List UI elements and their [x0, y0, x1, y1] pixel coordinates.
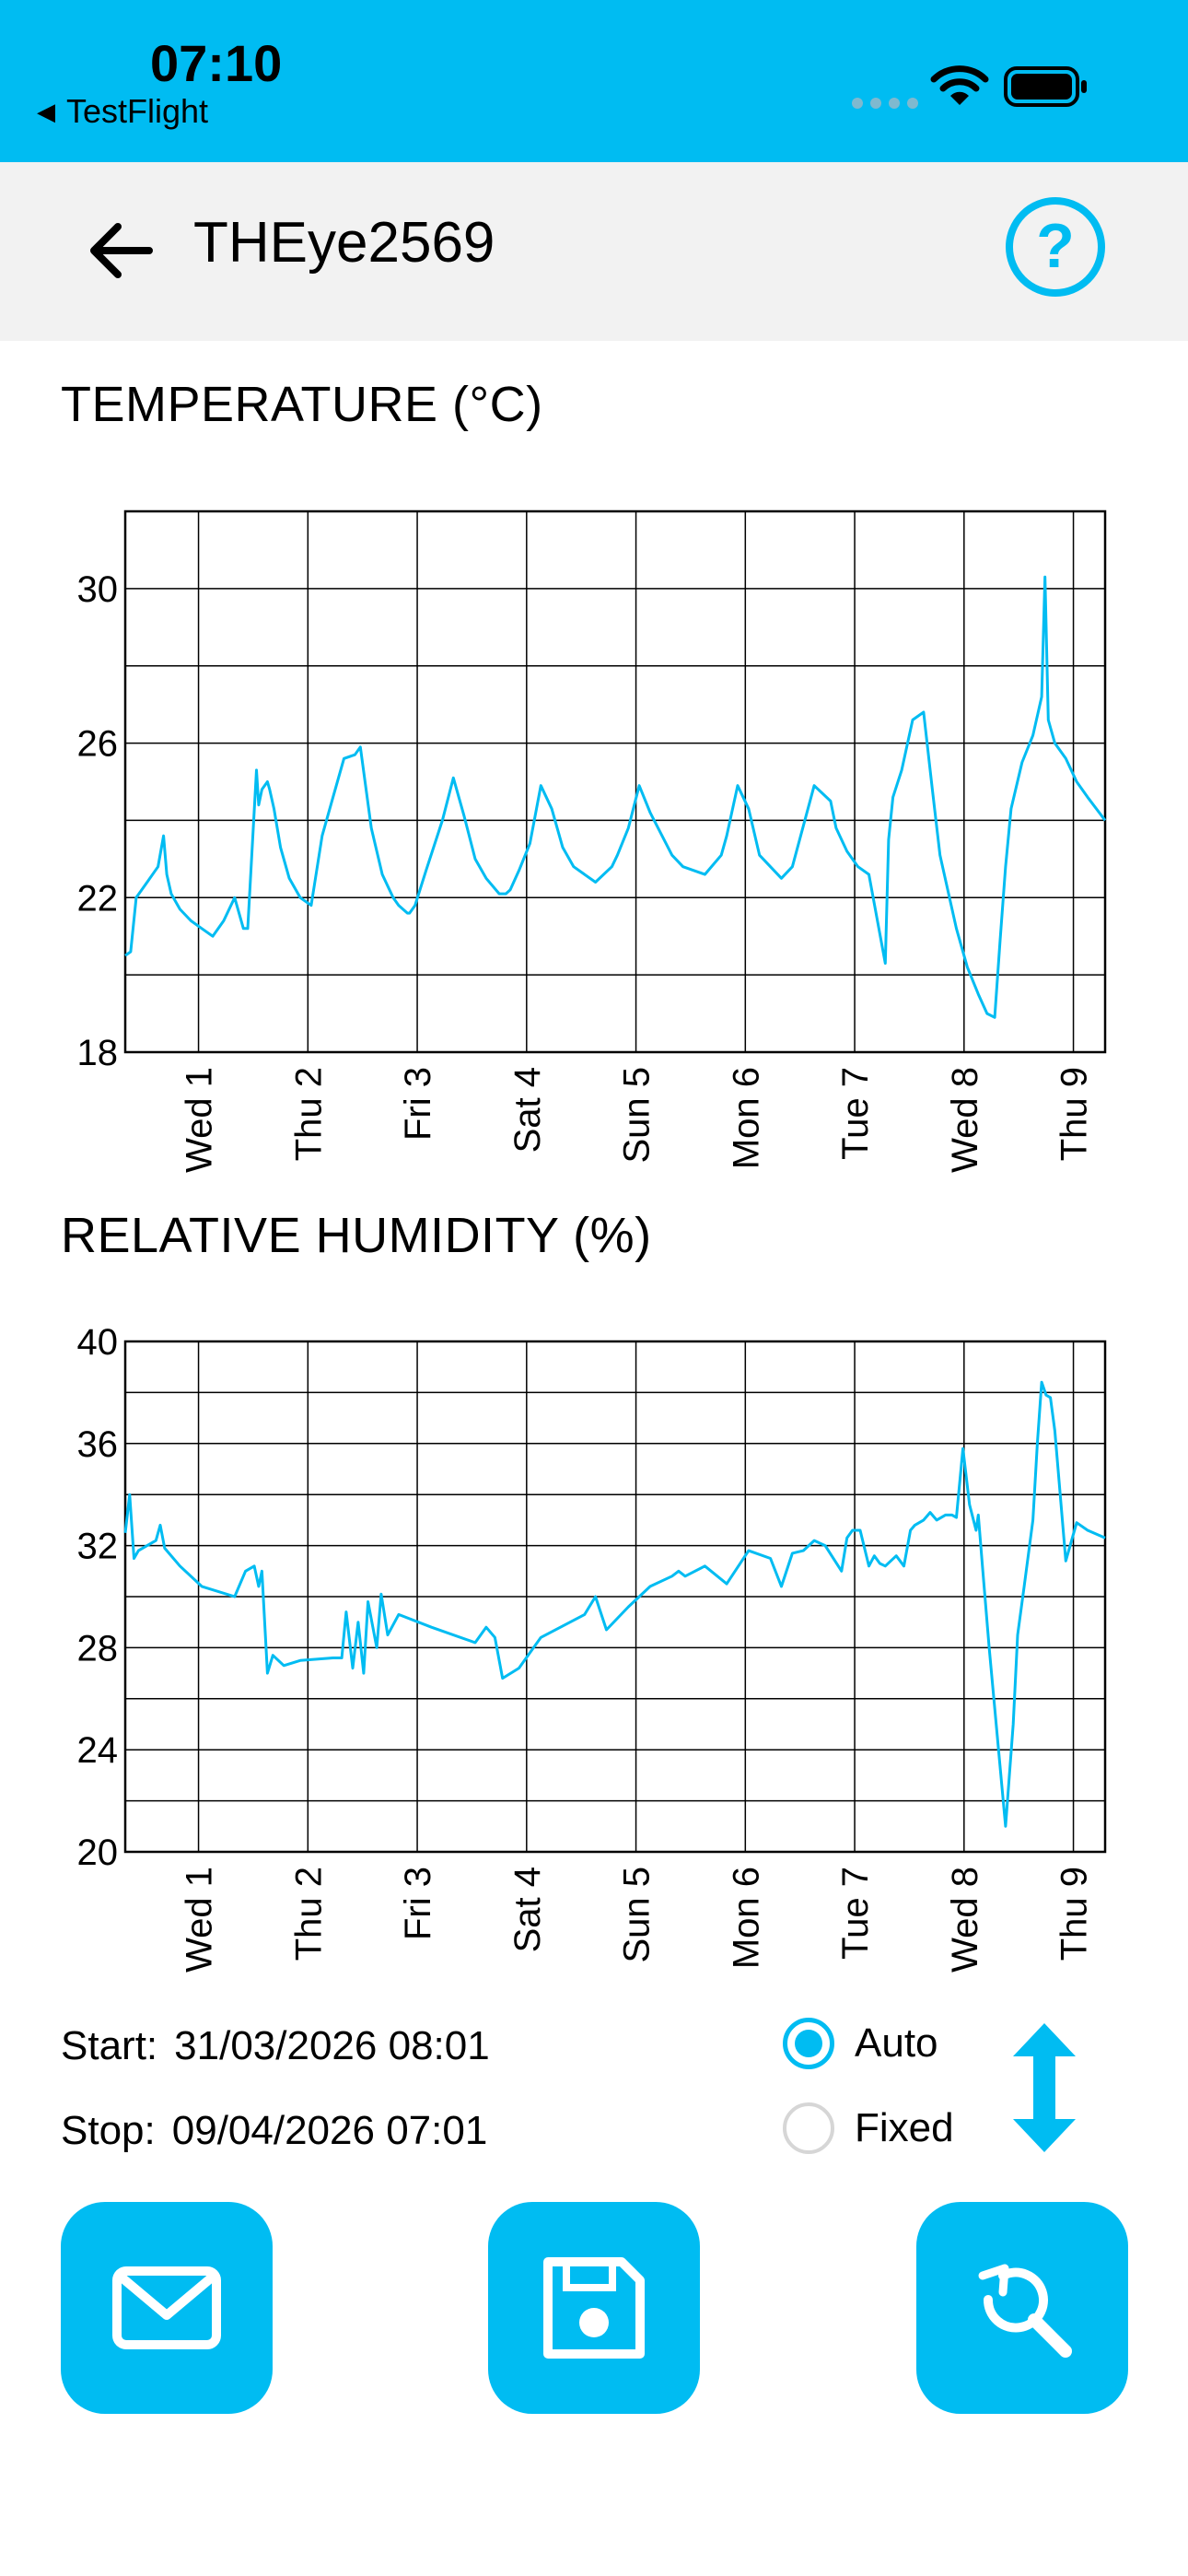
humidity-x-tick-label: Wed 1 — [180, 1867, 220, 1973]
temperature-series-line — [124, 575, 1107, 1019]
radio-auto-selected[interactable] — [783, 2018, 834, 2069]
humidity-x-tick-label: Thu 2 — [288, 1867, 329, 1961]
temperature-x-tick-label: Wed 1 — [180, 1067, 220, 1173]
battery-icon — [1004, 66, 1087, 107]
temperature-x-tick-label: Sat 4 — [507, 1067, 548, 1153]
temperature-x-tick-label: Tue 7 — [835, 1067, 876, 1160]
radio-auto[interactable]: Auto — [783, 2018, 938, 2069]
temperature-x-tick-label: Sun 5 — [617, 1067, 658, 1164]
humidity-y-tick-label: 40 — [77, 1322, 119, 1363]
start-value: 31/03/2026 08:01 — [174, 2023, 490, 2068]
temperature-chart: 30 26 22 18 Wed 1 Thu 2 Fri 3 Sat 4 Sun 5 Mon 6 Tu… — [0, 479, 1188, 1179]
start-label: Start: — [61, 2023, 158, 2068]
vertical-arrows-icon[interactable] — [1009, 2020, 1079, 2156]
arrow-left-icon[interactable] — [85, 214, 158, 287]
page-title: THEye2569 — [193, 211, 495, 275]
navigation-bar: THEye2569 ? — [0, 162, 1188, 341]
temperature-x-tick-label: Fri 3 — [398, 1067, 438, 1141]
radio-fixed-label: Fixed — [855, 2105, 954, 2150]
temperature-y-tick-label: 26 — [77, 724, 119, 765]
temperature-x-tick-label: Wed 8 — [945, 1067, 985, 1173]
temperature-plot-frame — [123, 509, 1107, 1054]
save-button[interactable] — [488, 2202, 700, 2414]
radio-fixed[interactable]: Fixed — [783, 2102, 954, 2154]
humidity-y-tick-label: 24 — [77, 1730, 119, 1771]
temperature-x-tick-label: Thu 2 — [288, 1067, 329, 1161]
humidity-chart: 40 36 32 28 24 20 Wed 1 Thu 2 Fri 3 Sat 4 Sun 5 Mon… — [0, 1308, 1188, 1990]
floppy-disk-icon — [543, 2257, 645, 2359]
humidity-x-tick-label: Tue 7 — [835, 1867, 876, 1960]
status-bar: 07:10 ◀ TestFlight — [0, 0, 1188, 162]
humidity-chart-svg: 40 36 32 28 24 20 Wed 1 Thu 2 Fri 3 Sat 4 Sun 5 Mon… — [77, 1322, 1107, 1973]
radio-auto-label: Auto — [855, 2020, 938, 2066]
humidity-plot-frame — [123, 1340, 1107, 1854]
back-app-label: TestFlight — [66, 92, 209, 130]
temperature-chart-svg: 30 26 22 18 Wed 1 Thu 2 Fri 3 Sat 4 Sun 5 Mon 6 Tu… — [77, 509, 1107, 1173]
humidity-x-tick-label: Sun 5 — [617, 1867, 658, 1963]
temperature-y-tick-label: 22 — [77, 878, 119, 919]
humidity-x-tick-label: Wed 8 — [945, 1867, 985, 1973]
stop-range: Stop: 09/04/2026 07:01 — [61, 2108, 487, 2154]
humidity-y-tick-label: 28 — [77, 1628, 119, 1669]
temperature-chart-title: TEMPERATURE (°C) — [61, 377, 543, 432]
cellular-dots-icon — [852, 98, 918, 109]
humidity-x-tick-label: Thu 9 — [1054, 1867, 1095, 1961]
status-time: 07:10 — [150, 34, 283, 92]
temperature-x-tick-label: Mon 6 — [726, 1067, 766, 1169]
temperature-y-tick-label: 30 — [77, 569, 119, 610]
humidity-y-tick-label: 20 — [77, 1832, 119, 1873]
stop-label: Stop: — [61, 2108, 156, 2153]
humidity-x-tick-label: Mon 6 — [726, 1867, 766, 1969]
back-triangle-icon: ◀ — [37, 97, 55, 125]
humidity-y-tick-label: 36 — [77, 1424, 119, 1465]
temperature-y-tick-label: 18 — [77, 1033, 119, 1073]
zoom-reset-button[interactable] — [916, 2202, 1128, 2414]
email-button[interactable] — [61, 2202, 273, 2414]
humidity-series-line — [123, 1380, 1106, 1828]
zoom-reset-icon — [978, 2264, 1072, 2358]
humidity-x-tick-label: Sat 4 — [507, 1867, 548, 1952]
question-circle-icon[interactable]: ? — [1004, 195, 1107, 299]
wifi-icon — [930, 65, 989, 105]
start-range: Start: 31/03/2026 08:01 — [61, 2023, 490, 2069]
radio-fixed-unselected[interactable] — [783, 2102, 834, 2154]
stop-value: 09/04/2026 07:01 — [171, 2108, 488, 2153]
temperature-x-tick-label: Thu 9 — [1054, 1067, 1095, 1161]
back-to-app-link[interactable]: ◀ TestFlight — [37, 92, 208, 131]
envelope-icon — [112, 2266, 221, 2349]
svg-text:?: ? — [1036, 211, 1075, 281]
humidity-chart-title: RELATIVE HUMIDITY (%) — [61, 1208, 652, 1263]
humidity-x-tick-label: Fri 3 — [398, 1867, 438, 1940]
humidity-y-tick-label: 32 — [77, 1527, 119, 1567]
